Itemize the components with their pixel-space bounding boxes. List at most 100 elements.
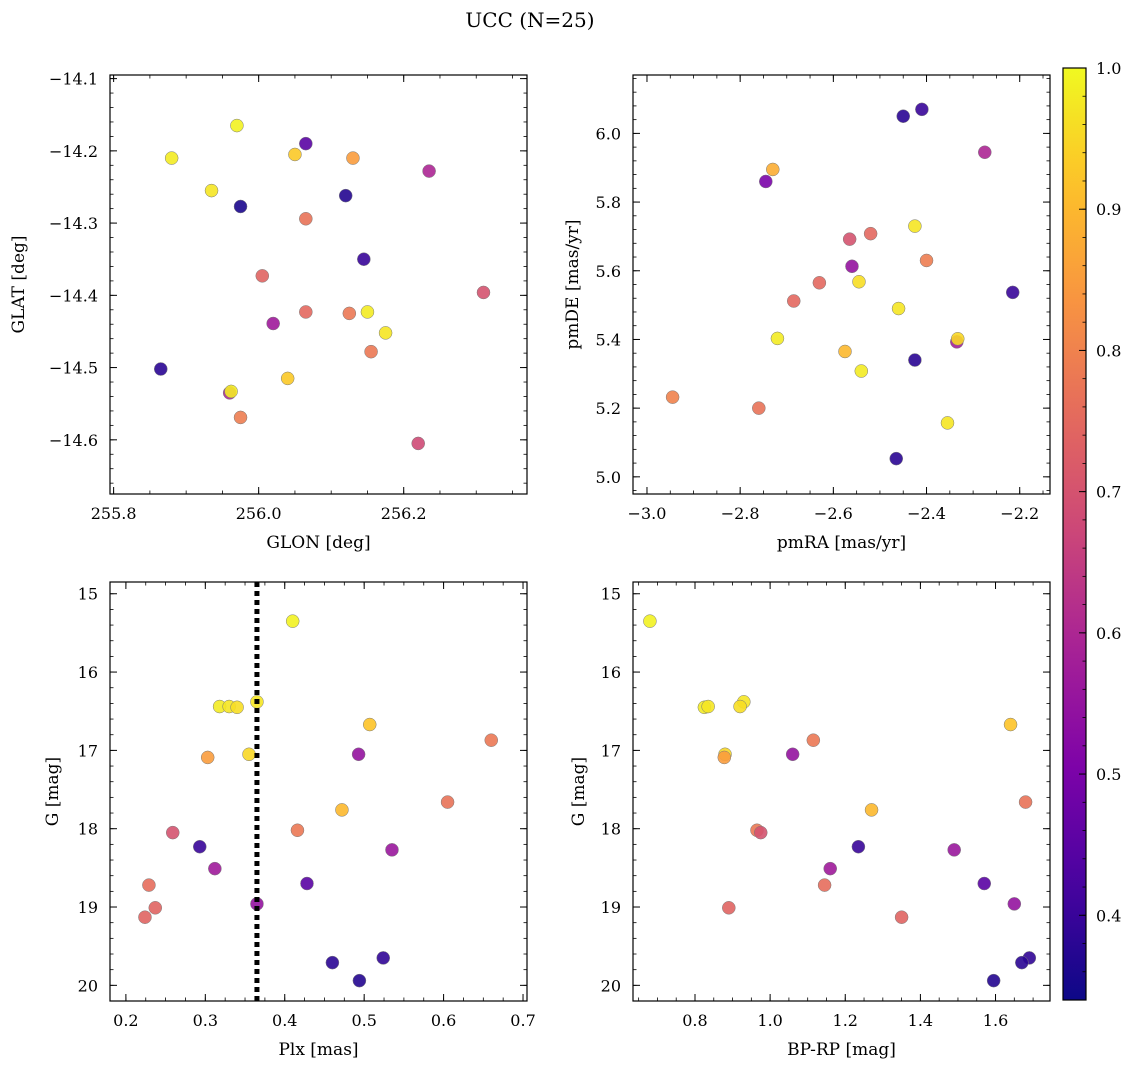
scatter-point [759,174,773,189]
scatter-point [335,803,349,817]
colorbar-tick-label: 0.7 [1096,483,1121,502]
axes-frame [632,581,1051,1002]
y-tick-label: 6.0 [596,124,621,143]
y-tick-label: −14.4 [49,286,98,305]
x-tick-label: −2.6 [814,504,853,523]
scatter-point [785,747,800,762]
x-tick-label: −3.0 [628,504,667,523]
scatter-point [352,973,367,988]
scatter-point [142,878,156,892]
scatter-point [863,226,878,241]
scatter-point [889,451,903,466]
scatter-point [325,955,340,970]
scatter-point [440,795,455,809]
scatter-point [230,118,244,133]
scatter-point [947,843,961,857]
axes-frame [632,74,1051,495]
y-tick-label: 16 [78,663,98,682]
scatter-point [908,219,922,233]
y-tick-label: 17 [601,741,621,760]
scatter-point [950,332,965,346]
scatter-point [838,344,852,359]
y-tick-label: 5.0 [596,468,621,487]
scatter-point [299,212,313,226]
scatter-point [351,747,366,762]
colorbar-gradient [1062,67,1087,1001]
scatter-point [299,136,313,151]
scatter-point [977,876,992,891]
scatter-point [864,803,879,817]
x-tick-label: 1.0 [757,1011,782,1030]
x-tick-label: 256.2 [381,504,427,523]
scatter-point [786,294,801,308]
x-tick-label: 1.2 [833,1011,858,1030]
scatter-point [812,276,827,290]
y-tick-label: −14.3 [49,214,98,233]
scatter-point [1007,897,1022,911]
x-axis-label: BP-RP [mag] [787,1040,896,1060]
scatter-point [285,614,300,628]
x-axis-label: Plx [mas] [278,1040,358,1060]
y-axis-label: G [mag] [569,757,589,826]
y-tick-label: 20 [78,976,98,995]
scatter-point [204,183,219,198]
scatter-point [230,700,244,715]
scatter-point [193,839,207,854]
scatter-point [484,733,499,747]
scatter-point [891,301,906,316]
axes-frame [109,74,528,495]
colorbar-tick-label: 0.8 [1096,341,1121,360]
y-tick-label: 5.4 [596,330,621,349]
scatter-point [346,151,360,165]
y-tick-label: 19 [78,898,98,917]
y-axis-label: pmDE [mas/yr] [563,219,583,349]
scatter-point [806,733,821,747]
y-tick-label: 18 [601,820,621,839]
x-tick-label: 1.6 [983,1011,1008,1030]
y-axis-label: G [mag] [43,757,63,826]
scatter-point [164,151,179,165]
scatter-point [766,162,780,177]
scatter-point [255,269,270,283]
panel-3: 0.2 0.3 0.4 0.5 0.6 0.7 15 16 17 18 19 20 Plx [mas] G… [43,581,536,1060]
x-tick-label: 0.8 [682,1011,707,1030]
panel-2: −3.0 −2.8 −2.6 −2.4 −2.2 5.0 5.2 5.4 5.6 5.8 6.0 pm… [563,74,1051,553]
scatter-point [338,188,353,203]
scatter-point [208,861,222,876]
scatter-point [986,973,1001,988]
scatter-point [280,371,295,386]
panels: 255.8 256.0 256.2 −14.6 −14.5 −14.4 −14.3 −14.2… [9,70,1051,1060]
y-tick-label: 5.2 [596,399,621,418]
scatter-point [299,305,313,319]
y-tick-label: 20 [601,976,621,995]
x-tick-label: 0.4 [272,1011,297,1030]
scatter-point [364,344,378,359]
scatter-point [1015,955,1029,970]
scatter-point [643,614,657,628]
colorbar-tick-label: 0.6 [1096,624,1121,643]
scatter-point [915,102,929,117]
scatter-point [896,109,910,123]
scatter-point [422,164,436,178]
panel-4: 0.8 1.0 1.2 1.4 1.6 15 16 17 18 19 20 BP-RP [mag] G … [569,581,1051,1060]
scatter-point [290,823,305,838]
scatter-point [894,910,909,924]
scatter-point [411,436,425,451]
scatter-point [852,275,866,289]
scatter-point [817,878,832,892]
scatter-point [288,147,302,162]
scatter-point [148,901,163,915]
scatter-point [362,717,377,732]
y-tick-label: 15 [78,585,98,604]
scatter-point [842,232,857,246]
x-tick-label: 1.4 [908,1011,933,1030]
colorbar-tick-label: 1.0 [1096,59,1121,78]
x-tick-label: 0.5 [351,1011,376,1030]
scatter-point [733,699,747,714]
scatter-point [722,901,736,915]
figure-title: UCC (N=25) [465,8,594,32]
scatter-point [476,285,491,300]
y-tick-label: 5.6 [596,262,621,281]
scatter-point [165,825,180,840]
